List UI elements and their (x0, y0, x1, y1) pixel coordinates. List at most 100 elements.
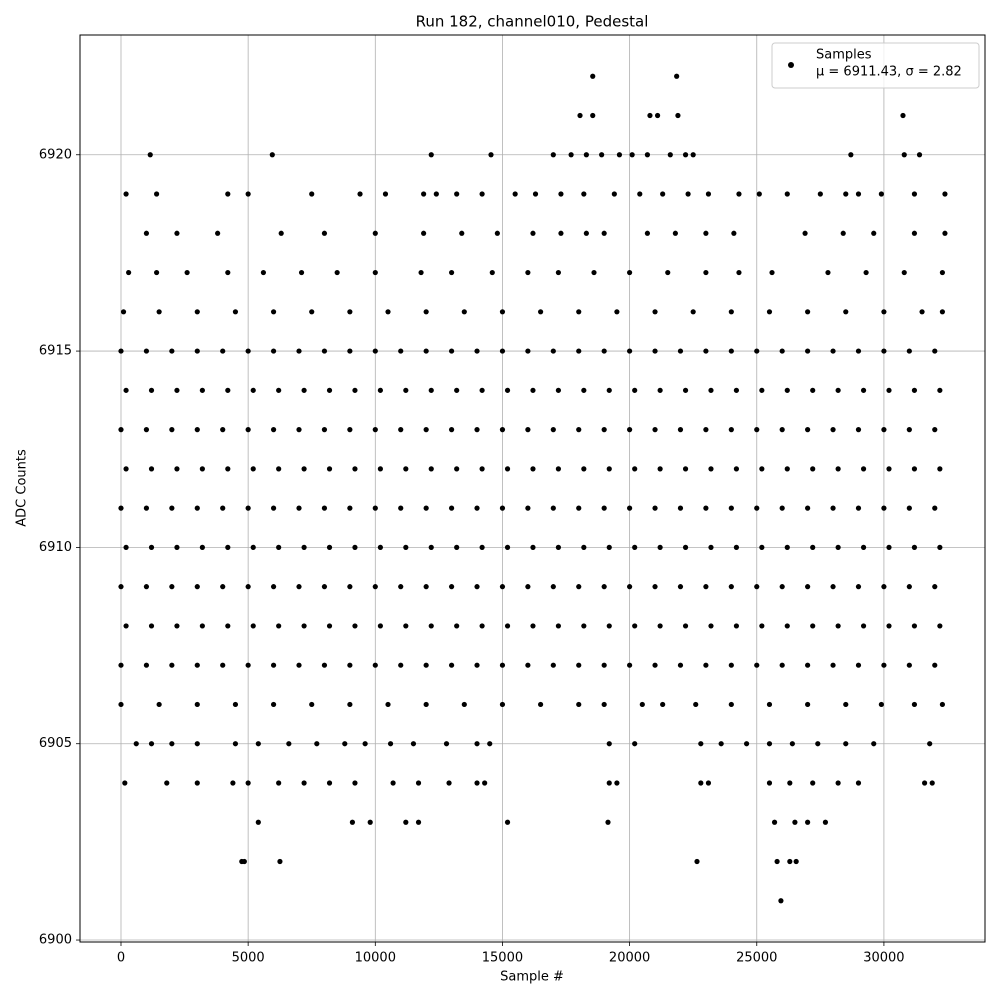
data-point (835, 780, 841, 786)
data-point (805, 348, 811, 354)
data-point (298, 269, 305, 276)
data-point (705, 191, 712, 197)
data-point (123, 544, 129, 550)
data-point (403, 819, 409, 825)
data-point (627, 584, 633, 590)
data-point (810, 466, 816, 472)
y-tick-label: 6905 (39, 736, 72, 751)
data-point (403, 387, 409, 393)
data-point (537, 309, 544, 315)
data-point (919, 309, 925, 315)
data-point (939, 309, 946, 315)
data-point (932, 505, 938, 511)
data-point (916, 152, 923, 158)
data-point (886, 387, 892, 393)
data-point (118, 701, 124, 708)
data-point (194, 427, 200, 433)
data-point (632, 544, 638, 550)
data-point (652, 348, 658, 354)
data-point (372, 269, 378, 276)
data-point (932, 662, 938, 668)
data-point (428, 387, 434, 393)
data-point (398, 662, 404, 668)
data-point (779, 427, 785, 433)
data-point (605, 819, 611, 825)
data-point (835, 387, 841, 393)
data-point (601, 230, 607, 236)
data-point (169, 741, 175, 747)
data-point (342, 741, 348, 747)
data-point (830, 348, 836, 354)
data-point (269, 152, 275, 158)
x-tick-label: 5000 (232, 951, 265, 966)
data-point (241, 858, 247, 865)
data-point (627, 269, 633, 276)
data-point (647, 112, 653, 119)
data-point (169, 348, 175, 354)
data-point (474, 741, 480, 747)
data-point (174, 230, 180, 236)
data-point (766, 780, 773, 786)
data-point (423, 584, 429, 590)
data-point (830, 505, 836, 511)
data-point (530, 387, 536, 393)
data-point (693, 701, 699, 708)
data-point (225, 466, 231, 472)
data-point (632, 741, 638, 747)
data-point (581, 191, 587, 197)
data-point (232, 309, 239, 315)
data-point (352, 623, 358, 629)
data-point (525, 269, 531, 276)
data-point (906, 662, 912, 668)
data-point (479, 387, 485, 393)
data-point (250, 544, 256, 550)
data-point (143, 230, 150, 236)
data-point (728, 584, 734, 590)
data-point (843, 741, 849, 747)
data-point (583, 152, 589, 158)
data-point (863, 269, 869, 276)
data-point (133, 741, 139, 747)
data-point (784, 623, 790, 629)
data-point (881, 662, 887, 668)
data-point (232, 741, 239, 747)
data-point (225, 623, 231, 629)
data-point (357, 191, 363, 197)
data-point (286, 741, 292, 747)
data-point (301, 387, 307, 393)
data-point (675, 112, 681, 119)
data-point (174, 544, 180, 550)
data-point (728, 662, 734, 668)
data-point (937, 623, 943, 629)
data-point (270, 309, 277, 315)
data-point (423, 505, 429, 511)
data-point (766, 309, 773, 315)
data-point (550, 584, 556, 590)
data-point (488, 152, 494, 158)
data-point (627, 348, 633, 354)
data-point (367, 819, 373, 825)
data-point (855, 348, 862, 354)
data-point (278, 230, 284, 236)
data-point (576, 584, 582, 590)
data-point (474, 780, 480, 786)
data-point (901, 152, 907, 158)
data-point (682, 544, 689, 550)
data-point (385, 309, 391, 315)
data-point (657, 466, 663, 472)
data-point (703, 348, 709, 354)
data-point (581, 623, 587, 629)
data-point (377, 466, 383, 472)
data-point (148, 466, 155, 472)
data-point (878, 191, 884, 197)
data-point (900, 112, 906, 119)
data-point (756, 191, 762, 197)
data-point (787, 858, 793, 865)
data-point (423, 309, 429, 315)
data-point (225, 191, 231, 197)
data-point (504, 466, 511, 472)
data-point (860, 623, 867, 629)
data-point (677, 348, 684, 354)
grid (80, 35, 985, 942)
